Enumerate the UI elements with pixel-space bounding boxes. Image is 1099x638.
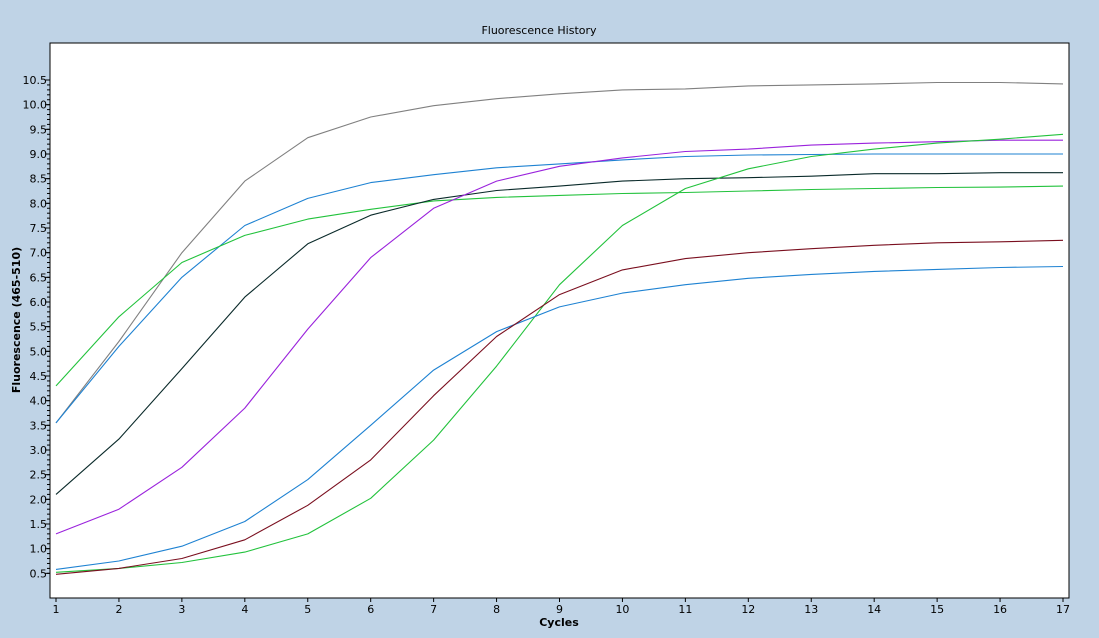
y-axis-ticks: 0.5 1.0 1.5 2.0 2.5 3.0 3.5 4.0 4.5 5.0 5.5 6.0 6.5 7… — [23, 74, 50, 580]
chart-title: Fluorescence History — [481, 24, 597, 37]
x-tick-label: 8 — [493, 603, 500, 616]
x-tick-label: 2 — [115, 603, 122, 616]
y-tick-label: 1.5 — [30, 518, 48, 531]
x-tick-label: 9 — [556, 603, 563, 616]
y-tick-label: 4.0 — [30, 395, 48, 408]
x-tick-label: 14 — [867, 603, 881, 616]
x-tick-label: 7 — [430, 603, 437, 616]
y-tick-label: 5.5 — [30, 321, 48, 334]
series-line-2 — [55, 153, 1063, 424]
y-tick-label: 3.0 — [30, 444, 48, 457]
x-axis-label: Cycles — [539, 616, 579, 629]
y-tick-label: 7.5 — [30, 222, 48, 235]
x-tick-label: 13 — [804, 603, 818, 616]
x-tick-label: 15 — [930, 603, 944, 616]
x-tick-label: 5 — [304, 603, 311, 616]
series-line-5 — [55, 139, 1063, 535]
y-tick-label: 9.5 — [30, 123, 48, 136]
y-tick-label: 10.5 — [23, 74, 48, 87]
y-tick-label: 8.0 — [30, 197, 48, 210]
y-tick-label: 3.5 — [30, 419, 48, 432]
y-tick-label: 5.0 — [30, 345, 48, 358]
x-tick-label: 10 — [615, 603, 629, 616]
x-tick-label: 4 — [241, 603, 248, 616]
series-layer — [55, 81, 1064, 575]
x-tick-label: 1 — [53, 603, 60, 616]
x-tick-label: 11 — [678, 603, 692, 616]
x-tick-label: 16 — [993, 603, 1007, 616]
series-line-6 — [55, 133, 1064, 573]
y-tick-label: 1.0 — [30, 543, 48, 556]
plot-area — [49, 42, 1070, 599]
series-line-4 — [55, 172, 1063, 495]
y-tick-label: 9.0 — [30, 148, 48, 161]
x-tick-label: 6 — [367, 603, 374, 616]
y-tick-label: 7.0 — [30, 247, 48, 260]
y-tick-label: 6.5 — [30, 271, 48, 284]
y-tick-label: 10.0 — [23, 99, 48, 112]
y-tick-label: 6.0 — [30, 296, 48, 309]
series-line-7 — [55, 265, 1064, 570]
x-axis-ticks: 1 2 3 4 5 6 7 8 9 10 11 12 13 14 15 16 17 — [53, 598, 1070, 616]
x-tick-label: 12 — [741, 603, 755, 616]
x-tick-label: 17 — [1056, 603, 1070, 616]
y-tick-label: 4.5 — [30, 370, 48, 383]
y-tick-label: 0.5 — [30, 567, 48, 580]
y-tick-label: 8.5 — [30, 173, 48, 186]
series-line-3 — [55, 185, 1064, 387]
y-axis-label: Fluorescence (465-510) — [10, 247, 23, 393]
series-line-8 — [55, 239, 1064, 575]
y-tick-label: 2.0 — [30, 493, 48, 506]
y-tick-label: 2.5 — [30, 469, 48, 482]
series-line-1 — [55, 81, 1064, 424]
x-tick-label: 3 — [178, 603, 185, 616]
